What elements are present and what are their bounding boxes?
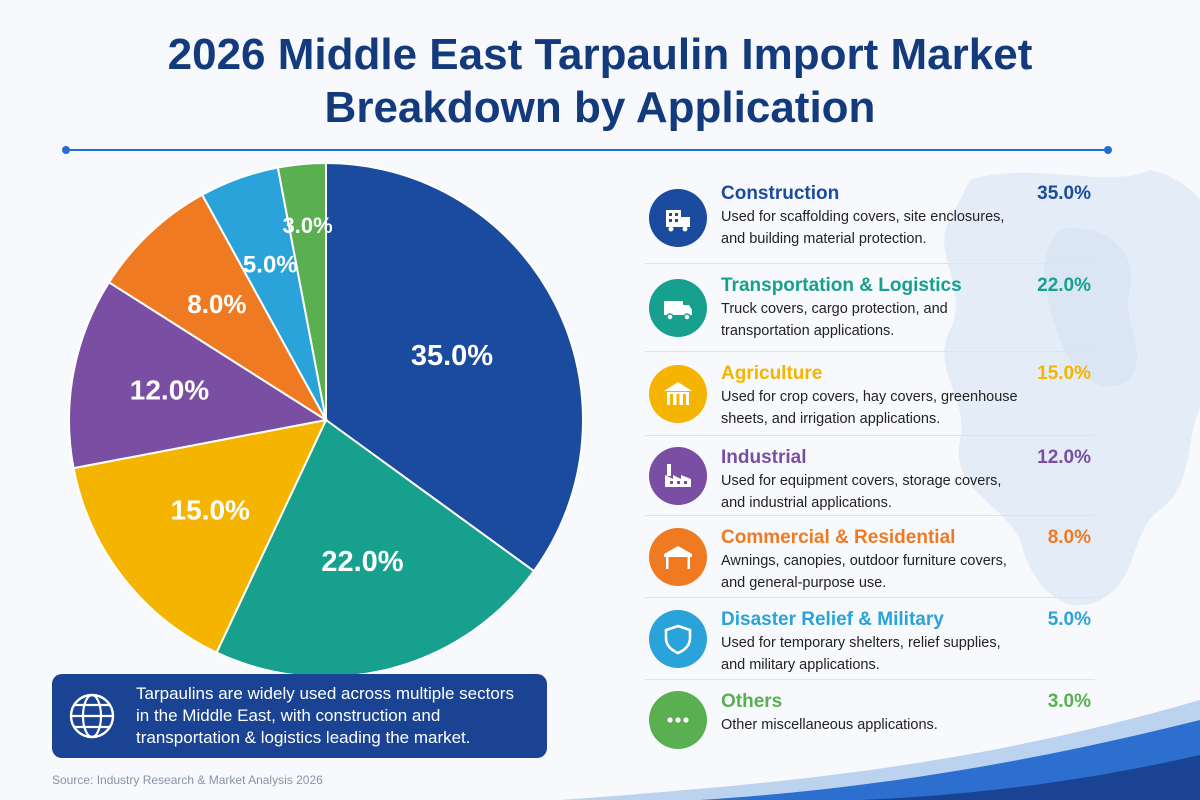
legend-description: Used for scaffolding covers, site enclos… (721, 206, 1095, 258)
legend-description-line-2: sheets, and irrigation applications. (721, 411, 941, 427)
legend-description-line-1: Used for scaffolding covers, site enclos… (721, 209, 1005, 225)
legend: Construction 35.0% Used for scaffolding co… (645, 172, 1095, 760)
legend-name: Others (721, 691, 783, 712)
legend-description-line-2: and military applications. (721, 657, 880, 673)
background-map-decoration (944, 170, 1200, 606)
legend-item-commercial-residential: Commercial & Residential 8.0% Awnings, can… (645, 516, 1095, 598)
summary-line-2: in the Middle East, with construction an… (136, 706, 441, 725)
legend-description-line-2: and building material protection. (721, 231, 927, 247)
legend-description-line-1: Used for equipment covers, storage cover… (721, 473, 1002, 489)
legend-description-line-1: Awnings, canopies, outdoor furniture cov… (721, 553, 1007, 569)
source-note: Source: Industry Research & Market Analy… (52, 773, 323, 787)
legend-name: Industrial (721, 447, 807, 468)
legend-percent: 15.0% (1037, 363, 1091, 384)
title-line-1: 2026 Middle East Tarpaulin Import Market (167, 30, 1033, 79)
legend-description-line-1: Other miscellaneous applications. (721, 717, 938, 733)
legend-name: Commercial & Residential (721, 527, 956, 548)
page-title: 2026 Middle East Tarpaulin Import Market… (0, 28, 1200, 134)
legend-description-line-2: and industrial applications. (721, 495, 892, 511)
barn-icon (649, 365, 707, 423)
pie-slice-agriculture (72, 418, 328, 654)
pie-label-commercial-residential: 8.0% (187, 289, 246, 319)
legend-description: Truck covers, cargo protection, and trans… (721, 298, 1095, 350)
legend-percent: 3.0% (1047, 691, 1091, 712)
title-line-2: Breakdown by Application (324, 83, 876, 132)
pie-label-transportation-logistics: 22.0% (321, 546, 403, 578)
legend-item-transportation-logistics: Transportation & Logistics 22.0% Truck cov… (645, 264, 1095, 352)
legend-percent: 5.0% (1047, 609, 1091, 630)
legend-description: Used for crop covers, hay covers, greenh… (721, 386, 1095, 438)
legend-percent: 12.0% (1037, 447, 1091, 468)
legend-description-line-2: and general-purpose use. (721, 575, 887, 591)
legend-item-agriculture: Agriculture 15.0% Used for crop covers, ha… (645, 352, 1095, 436)
legend-percent: 8.0% (1047, 527, 1091, 548)
pie-label-industrial: 12.0% (130, 375, 209, 406)
building-crane-icon (649, 189, 707, 247)
legend-name: Transportation & Logistics (721, 275, 962, 296)
legend-name: Disaster Relief & Military (721, 609, 944, 630)
shield-icon (649, 610, 707, 668)
legend-percent: 22.0% (1037, 275, 1091, 296)
pie-label-others: 3.0% (283, 213, 333, 238)
summary-box: Tarpaulins are widely used across multip… (52, 674, 547, 758)
factory-icon (649, 447, 707, 505)
bottom-wave-decoration (560, 700, 1200, 800)
summary-line-1: Tarpaulins are widely used across multip… (136, 684, 514, 703)
canopy-icon (649, 528, 707, 586)
pie-slice-construction (325, 161, 584, 573)
legend-description: Awnings, canopies, outdoor furniture cov… (721, 550, 1095, 602)
legend-description-line-2: transportation applications. (721, 323, 895, 339)
pie-slice-others (276, 161, 327, 421)
legend-description: Used for temporary shelters, relief supp… (721, 632, 1095, 684)
legend-name: Agriculture (721, 363, 823, 384)
legend-name: Construction (721, 183, 840, 204)
legend-description-line-1: Truck covers, cargo protection, and (721, 301, 948, 317)
title-divider (62, 145, 1112, 155)
legend-description-line-1: Used for temporary shelters, relief supp… (721, 635, 1001, 651)
legend-item-construction: Construction 35.0% Used for scaffolding co… (645, 172, 1095, 264)
legend-item-disaster-relief-military: Disaster Relief & Military 5.0% Used for t… (645, 598, 1095, 680)
legend-item-industrial: Industrial 12.0% Used for equipment covers… (645, 436, 1095, 516)
legend-percent: 35.0% (1037, 183, 1091, 204)
summary-line-3: transportation & logistics leading the m… (136, 728, 471, 747)
legend-description: Used for equipment covers, storage cover… (721, 470, 1095, 522)
globe-icon (69, 693, 115, 739)
pie-label-disaster-relief-military: 5.0% (243, 252, 298, 279)
legend-item-others: Others 3.0% Other miscellaneous applicatio… (645, 680, 1095, 760)
pie-slice-commercial-residential (107, 193, 327, 421)
legend-description-line-1: Used for crop covers, hay covers, greenh… (721, 389, 1018, 405)
truck-icon (649, 279, 707, 337)
pie-slice-industrial (68, 280, 329, 470)
legend-description: Other miscellaneous applications. (721, 714, 1095, 744)
ellipsis-icon (649, 691, 707, 749)
pie-chart: 35.0% 22.0% 15.0% 12.0% 8.0% 5.0% 3.0% (68, 161, 584, 678)
pie-label-construction: 35.0% (411, 340, 493, 372)
pie-label-agriculture: 15.0% (171, 494, 250, 525)
